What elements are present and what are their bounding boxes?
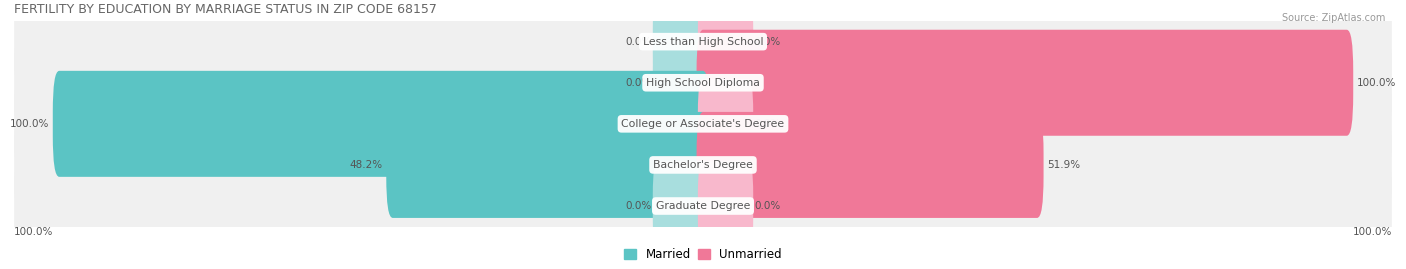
FancyBboxPatch shape (14, 167, 1392, 245)
Text: 100.0%: 100.0% (14, 227, 53, 237)
Text: 0.0%: 0.0% (755, 37, 780, 47)
FancyBboxPatch shape (697, 161, 754, 251)
Text: 100.0%: 100.0% (1353, 227, 1392, 237)
Legend: Married, Unmarried: Married, Unmarried (620, 243, 786, 266)
FancyBboxPatch shape (387, 112, 710, 218)
FancyBboxPatch shape (696, 30, 1353, 136)
Text: 0.0%: 0.0% (626, 37, 651, 47)
Text: Graduate Degree: Graduate Degree (655, 201, 751, 211)
Text: 0.0%: 0.0% (626, 78, 651, 88)
FancyBboxPatch shape (53, 71, 710, 177)
Text: Less than High School: Less than High School (643, 37, 763, 47)
FancyBboxPatch shape (652, 161, 709, 251)
FancyBboxPatch shape (652, 0, 709, 86)
FancyBboxPatch shape (696, 112, 1043, 218)
Text: 100.0%: 100.0% (10, 119, 49, 129)
FancyBboxPatch shape (697, 79, 754, 169)
Text: 51.9%: 51.9% (1047, 160, 1080, 170)
FancyBboxPatch shape (14, 2, 1392, 81)
Text: 0.0%: 0.0% (755, 119, 780, 129)
Text: 0.0%: 0.0% (755, 201, 780, 211)
Text: Source: ZipAtlas.com: Source: ZipAtlas.com (1281, 13, 1385, 23)
Text: FERTILITY BY EDUCATION BY MARRIAGE STATUS IN ZIP CODE 68157: FERTILITY BY EDUCATION BY MARRIAGE STATU… (14, 3, 437, 16)
FancyBboxPatch shape (14, 125, 1392, 204)
Text: High School Diploma: High School Diploma (647, 78, 759, 88)
FancyBboxPatch shape (652, 38, 709, 128)
Text: College or Associate's Degree: College or Associate's Degree (621, 119, 785, 129)
FancyBboxPatch shape (14, 84, 1392, 163)
Text: 100.0%: 100.0% (1357, 78, 1396, 88)
Text: 0.0%: 0.0% (626, 201, 651, 211)
FancyBboxPatch shape (697, 0, 754, 86)
Text: Bachelor's Degree: Bachelor's Degree (652, 160, 754, 170)
FancyBboxPatch shape (14, 43, 1392, 122)
Text: 48.2%: 48.2% (350, 160, 382, 170)
